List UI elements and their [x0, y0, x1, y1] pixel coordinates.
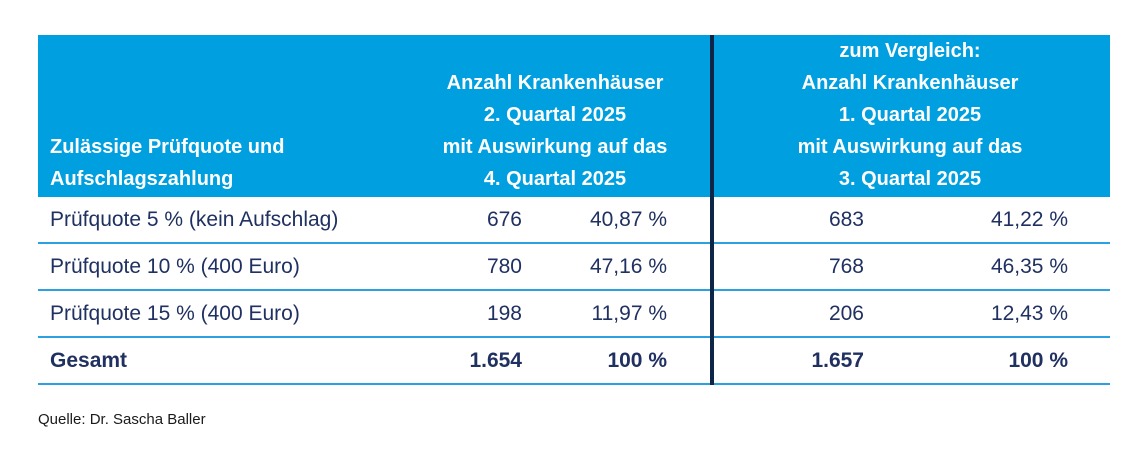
- header-line: 2. Quartal 2025: [483, 104, 627, 126]
- header-line: 1. Quartal 2025: [838, 104, 982, 126]
- row-label: Prüfquote 15 % (400 Euro): [50, 301, 300, 325]
- q1-count-cell: 683: [828, 207, 864, 231]
- q2-count-cell: 780: [486, 254, 522, 278]
- header-line: zum Vergleich:: [839, 40, 981, 62]
- q1-pct-cell: 100 %: [1008, 348, 1068, 372]
- header-line: Aufschlagszahlung: [50, 168, 234, 190]
- header-line: 3. Quartal 2025: [838, 168, 982, 190]
- q2-pct-cell: 47,16 %: [589, 254, 667, 278]
- table-row: Prüfquote 10 % (400 Euro) 780 47,16 % 76…: [38, 244, 1110, 291]
- q2-pct-cell: 40,87 %: [589, 207, 667, 231]
- q1-pct-cell: 41,22 %: [990, 207, 1068, 231]
- header-col-pruefquote: Zulässige Prüfquote und Aufschlagszahlun…: [38, 35, 400, 202]
- source-note: Quelle: Dr. Sascha Baller: [38, 411, 206, 428]
- q2-count-cell: 1.654: [469, 348, 522, 372]
- q1-count-cell: 206: [828, 301, 864, 325]
- table-row: Prüfquote 5 % (kein Aufschlag) 676 40,87…: [38, 197, 1110, 244]
- q1-pct-cell: 12,43 %: [990, 301, 1068, 325]
- q2-pct-cell: 100 %: [607, 348, 667, 372]
- header-line: mit Auswirkung auf das: [797, 136, 1023, 158]
- header-line: Zulässige Prüfquote und: [50, 136, 285, 158]
- table-header-row: Zulässige Prüfquote und Aufschlagszahlun…: [38, 35, 1110, 197]
- table-row-total: Gesamt 1.654 100 % 1.657 100 %: [38, 338, 1110, 385]
- header-line: Anzahl Krankenhäuser: [446, 72, 664, 94]
- q2-count-cell: 198: [486, 301, 522, 325]
- header-line: mit Auswirkung auf das: [442, 136, 668, 158]
- row-label: Prüfquote 5 % (kein Aufschlag): [50, 207, 339, 231]
- header-line: 4. Quartal 2025: [483, 168, 627, 190]
- header-col-q2-2025: Anzahl Krankenhäuser 2. Quartal 2025 mit…: [400, 35, 710, 202]
- table-row: Prüfquote 15 % (400 Euro) 198 11,97 % 20…: [38, 291, 1110, 338]
- pruefquote-table: Zulässige Prüfquote und Aufschlagszahlun…: [38, 35, 1110, 385]
- q2-count-cell: 676: [486, 207, 522, 231]
- column-group-divider: [710, 35, 714, 385]
- q1-count-cell: 1.657: [811, 348, 864, 372]
- q2-pct-cell: 11,97 %: [591, 301, 668, 325]
- q1-pct-cell: 46,35 %: [990, 254, 1068, 278]
- header-col-q1-2025-comparison: zum Vergleich: Anzahl Krankenhäuser 1. Q…: [710, 35, 1110, 202]
- row-label: Gesamt: [50, 348, 128, 372]
- header-line: Anzahl Krankenhäuser: [801, 72, 1019, 94]
- q1-count-cell: 768: [828, 254, 864, 278]
- row-label: Prüfquote 10 % (400 Euro): [50, 254, 300, 278]
